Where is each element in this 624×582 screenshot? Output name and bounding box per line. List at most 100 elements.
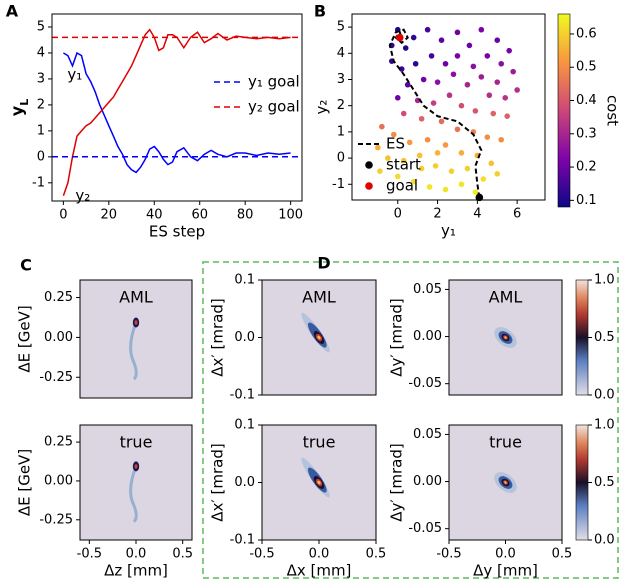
y-axis-label: Δy′ [mrad] bbox=[388, 298, 406, 377]
y-tick-label: 1 bbox=[337, 124, 345, 139]
scatter-point bbox=[412, 60, 419, 67]
highlight-box bbox=[202, 261, 619, 579]
x-tick-label: 2 bbox=[433, 207, 441, 222]
panel-label: AML bbox=[489, 288, 523, 307]
panel-label: true bbox=[303, 433, 336, 452]
x-axis-label: Δy [mm] bbox=[473, 562, 538, 580]
density-level bbox=[317, 335, 321, 340]
scatter-point bbox=[446, 92, 453, 99]
scatter-point bbox=[498, 136, 505, 143]
scatter-point bbox=[406, 139, 413, 146]
x-tick-label: 0.5 bbox=[552, 547, 573, 562]
scatter-point bbox=[418, 165, 425, 172]
y-axis-label: ΔE [GeV] bbox=[16, 449, 34, 516]
scatter-point bbox=[442, 186, 449, 193]
density-level bbox=[317, 480, 321, 485]
x-tick-label: 0.5 bbox=[366, 547, 387, 562]
y-tick-label: -0.25 bbox=[39, 512, 73, 527]
density-peak bbox=[134, 464, 138, 469]
axes-frame bbox=[261, 424, 377, 541]
y-axis-label: Δy′ [mrad] bbox=[388, 443, 406, 522]
scatter-point bbox=[375, 144, 381, 151]
y-tick-label: 0.00 bbox=[44, 330, 73, 345]
scatter-point bbox=[464, 165, 471, 172]
scatter-point bbox=[458, 102, 465, 109]
scatter-point bbox=[484, 134, 491, 140]
y-tick-label: 2 bbox=[337, 98, 345, 113]
panel-letter: A bbox=[6, 2, 19, 21]
scatter-point bbox=[377, 168, 383, 174]
colorbar-tick-label: 0.0 bbox=[594, 533, 615, 548]
colorbar-tick-label: 1.0 bbox=[594, 418, 615, 433]
density-peak bbox=[134, 320, 138, 325]
scatter-point bbox=[404, 81, 411, 88]
x-tick-label: 6 bbox=[513, 207, 521, 222]
scatter-point bbox=[510, 68, 516, 75]
scatter-point bbox=[458, 181, 465, 188]
es-trajectory bbox=[388, 28, 483, 198]
x-axis-label: Δx [mm] bbox=[287, 562, 352, 580]
colorbar-tick-label: 0.0 bbox=[594, 388, 615, 403]
y-tick-label: 2 bbox=[37, 97, 45, 112]
scatter-point bbox=[472, 189, 479, 195]
scatter-point bbox=[450, 71, 457, 78]
y-tick-label: 0.0 bbox=[234, 475, 255, 490]
x-tick-label: 80 bbox=[237, 208, 254, 223]
scatter-point bbox=[514, 87, 520, 93]
x-tick-label: -0.5 bbox=[77, 547, 102, 562]
y-tick-label: 3 bbox=[337, 72, 345, 87]
scatter-point bbox=[484, 53, 491, 59]
axes-frame bbox=[51, 13, 303, 202]
y-tick-label: 0.05 bbox=[413, 427, 442, 442]
x-tick-label: 20 bbox=[101, 208, 118, 223]
legend-label: y₂ goal bbox=[248, 98, 300, 116]
scatter-point bbox=[394, 173, 401, 180]
colorbar-label: cost bbox=[604, 95, 622, 126]
scatter-point bbox=[410, 34, 417, 41]
density-level bbox=[504, 481, 507, 484]
scatter-point bbox=[420, 76, 427, 83]
axes-frame bbox=[448, 424, 563, 541]
scatter-point bbox=[478, 74, 485, 80]
scatter-point bbox=[478, 26, 485, 33]
y-tick-label: -0.1 bbox=[230, 388, 255, 403]
scatter-point bbox=[494, 79, 501, 85]
panel-label: true bbox=[120, 433, 153, 452]
scatter-point bbox=[418, 115, 425, 122]
y-tick-label: 0.1 bbox=[234, 418, 255, 433]
panel-letter: D bbox=[317, 254, 330, 273]
y-tick-label: 0.0 bbox=[234, 330, 255, 345]
colorbar-tick-label: 0.4 bbox=[576, 93, 597, 108]
y-tick-label: 0.00 bbox=[413, 329, 442, 344]
colorbar-tick-label: 0.5 bbox=[594, 330, 615, 345]
scatter-point bbox=[498, 60, 505, 67]
scatter-point bbox=[466, 42, 473, 49]
y-tick-label: 4 bbox=[37, 45, 45, 60]
series-line bbox=[63, 51, 291, 174]
scatter-point bbox=[379, 123, 385, 130]
y-tick-label: 4 bbox=[337, 46, 345, 61]
scatter-point bbox=[400, 157, 407, 164]
scatter-point bbox=[442, 60, 449, 67]
x-tick-label: 0 bbox=[59, 208, 67, 223]
legend-swatch bbox=[365, 182, 373, 190]
legend-label: start bbox=[386, 156, 421, 174]
scatter-point bbox=[394, 95, 401, 101]
x-tick-label: -0.5 bbox=[249, 547, 274, 562]
x-tick-label: 0.0 bbox=[495, 547, 516, 562]
y-tick-label: 1 bbox=[37, 123, 45, 138]
colorbar-tick-label: 0.5 bbox=[576, 60, 597, 75]
scatter-point bbox=[480, 176, 487, 182]
y-tick-label: 5 bbox=[37, 19, 45, 34]
scatter-point bbox=[424, 26, 431, 33]
x-tick-label: 60 bbox=[191, 208, 208, 223]
y-tick-label: -1 bbox=[332, 177, 345, 192]
y-tick-label: 3 bbox=[37, 71, 45, 86]
scatter-point bbox=[402, 45, 409, 51]
density bbox=[301, 457, 330, 498]
colorbar-tick-label: 0.2 bbox=[576, 160, 597, 175]
panel-label: AML bbox=[302, 288, 336, 307]
scatter-point bbox=[426, 184, 433, 190]
